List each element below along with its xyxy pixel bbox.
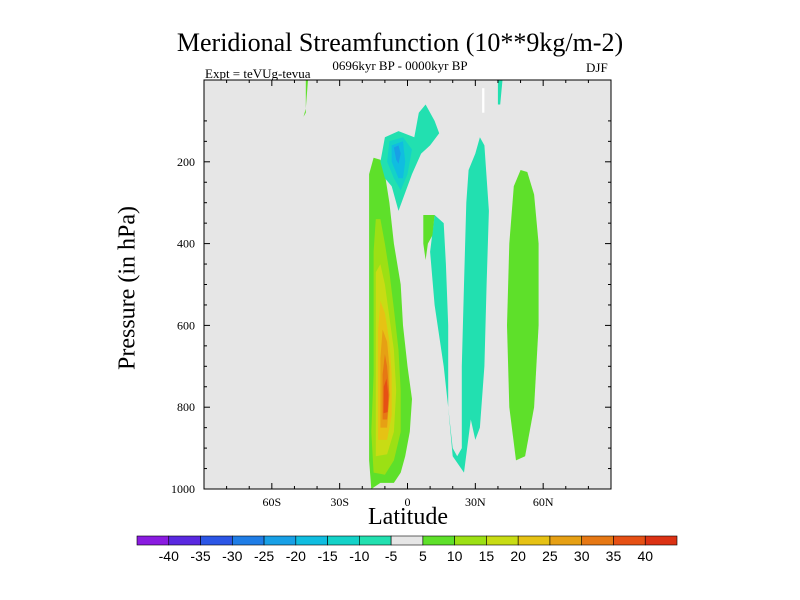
colorbar-box — [517, 535, 551, 546]
contour-nh-positive-cell — [507, 170, 539, 461]
contour-upper-negative-cell-20 — [393, 145, 401, 164]
y-tick-label: 200 — [177, 155, 195, 169]
colorbar-box — [168, 535, 201, 546]
colorbar-box — [263, 535, 297, 546]
colorbar-label: 5 — [419, 548, 427, 564]
colorbar-label: 20 — [510, 548, 526, 564]
contour-nh-upper-white-strip — [482, 88, 485, 113]
colorbar-box — [327, 535, 360, 546]
colorbar-box — [295, 535, 328, 546]
y-tick-label: 800 — [177, 400, 195, 414]
contour-nh-upper-negative-strip — [497, 80, 503, 105]
colorbar-label: 40 — [637, 548, 653, 564]
y-tick-label: 400 — [177, 237, 195, 251]
experiment-label: Expt = teVUg-tevua — [205, 66, 311, 81]
colorbar-label: -10 — [349, 548, 369, 564]
colorbar-label: 10 — [447, 548, 463, 564]
chart-subtitle: 0696kyr BP - 0000kyr BP — [332, 58, 468, 73]
y-tick-label: 600 — [177, 318, 195, 332]
colorbar-box — [231, 535, 265, 546]
colorbar-box — [486, 535, 519, 546]
colorbar-box — [390, 535, 424, 546]
colorbar-box — [359, 535, 392, 546]
y-tick-label: 1000 — [171, 482, 195, 496]
x-tick-label: 60S — [262, 495, 281, 509]
contour-nh-small-positive-cell — [423, 215, 435, 260]
season-label: DJF — [586, 60, 608, 75]
contour-sh-positive-cell-35 — [383, 378, 389, 414]
colorbar-label: -20 — [286, 548, 306, 564]
colorbar-label: -35 — [190, 548, 210, 564]
chart-title: Meridional Streamfunction (10**9kg/m-2) — [176, 28, 624, 57]
colorbar-box — [613, 535, 646, 546]
colorbar-label: -5 — [385, 548, 398, 564]
colorbar-box — [454, 535, 487, 546]
x-tick-label: 0 — [405, 495, 411, 509]
colorbar-box — [136, 535, 170, 546]
x-tick-label: 60N — [533, 495, 554, 509]
colorbar-box — [581, 535, 614, 546]
x-tick-label: 30N — [465, 495, 486, 509]
colorbar-box — [200, 535, 233, 546]
x-axis-label: Latitude — [368, 504, 448, 530]
colorbar-label: 25 — [542, 548, 558, 564]
colorbar-label: -15 — [317, 548, 337, 564]
contour-nh-negative-cell — [430, 137, 489, 473]
colorbar-box — [422, 535, 455, 546]
colorbar-label: 30 — [574, 548, 590, 564]
y-axis-label: Pressure (in hPa) — [114, 206, 141, 370]
colorbar-label: 35 — [606, 548, 622, 564]
x-tick-label: 30S — [330, 495, 349, 509]
colorbar-label: -25 — [254, 548, 274, 564]
colorbar-box — [644, 535, 678, 546]
contour-polar-positive-sliver — [303, 80, 308, 117]
colorbar-label: -30 — [222, 548, 242, 564]
colorbar-label: -40 — [159, 548, 179, 564]
colorbar-box — [549, 535, 583, 546]
colorbar-label: 15 — [479, 548, 495, 564]
